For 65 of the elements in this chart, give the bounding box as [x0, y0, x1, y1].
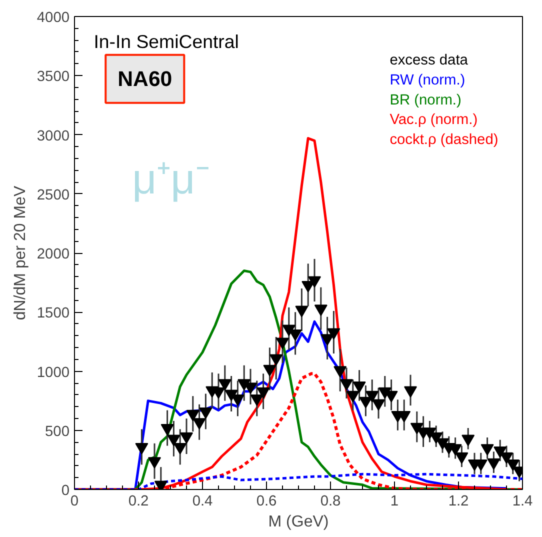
point — [295, 306, 308, 318]
annotation: μ⁺μ⁻ — [132, 155, 210, 204]
point — [359, 396, 372, 408]
point — [480, 444, 494, 456]
point — [372, 399, 385, 411]
point — [256, 387, 270, 399]
point — [423, 428, 436, 439]
x-tick-label: 0.8 — [320, 494, 341, 510]
y-tick-label: 2000 — [36, 246, 70, 262]
annotation: NA60 — [118, 66, 172, 91]
y-tick-label: 1500 — [36, 306, 70, 322]
point — [148, 457, 161, 469]
point — [180, 432, 193, 444]
y-tick-label: 4000 — [36, 10, 70, 26]
point — [135, 442, 148, 454]
x-tick-label: 0.6 — [256, 494, 277, 510]
text: Vac.ρ (norm.) — [390, 112, 478, 128]
text: cockt.ρ (dashed) — [390, 132, 498, 148]
point — [327, 328, 340, 340]
point — [218, 379, 232, 391]
point — [500, 452, 513, 464]
text: RW (norm.) — [390, 72, 466, 88]
point — [455, 452, 468, 464]
point — [352, 381, 366, 393]
x-axis-title: M (GeV) — [268, 514, 329, 530]
point — [487, 458, 500, 470]
point — [340, 379, 353, 391]
x-tick-label: 0.2 — [128, 494, 149, 510]
point — [436, 438, 449, 450]
x-tick-label: 1 — [390, 494, 399, 510]
point — [199, 407, 212, 419]
text: excess data — [390, 52, 469, 69]
y-axis-title: dN/dM per 20 MeV — [12, 186, 29, 320]
point — [167, 434, 180, 446]
point — [160, 424, 174, 436]
y-tick-label: 1000 — [36, 364, 70, 381]
y-tick-label: 2500 — [36, 187, 70, 204]
point — [174, 442, 187, 454]
point — [186, 410, 200, 422]
point — [288, 329, 302, 341]
point — [366, 390, 379, 402]
point — [334, 366, 347, 378]
point — [346, 390, 360, 402]
x-tick-label: 1.4 — [512, 494, 533, 510]
point — [276, 338, 289, 350]
annotation: In-In SemiCentral — [94, 30, 239, 52]
point — [314, 304, 328, 316]
point — [231, 394, 244, 406]
x-tick-label: 0.4 — [192, 494, 213, 510]
point — [270, 354, 283, 366]
point — [320, 334, 334, 346]
y-tick-label: 3000 — [36, 128, 70, 144]
point — [404, 386, 417, 398]
point — [263, 364, 276, 376]
text: BR (norm.) — [390, 92, 462, 108]
y-tick-label: 3500 — [36, 69, 70, 86]
point — [192, 418, 206, 430]
point — [250, 394, 264, 406]
point — [308, 276, 321, 288]
point — [462, 434, 475, 446]
x-tick-label: 1.2 — [448, 494, 469, 510]
point — [506, 460, 520, 471]
y-tick-label: 0 — [61, 483, 70, 499]
point — [494, 446, 507, 458]
y-tick-label: 500 — [45, 424, 70, 440]
